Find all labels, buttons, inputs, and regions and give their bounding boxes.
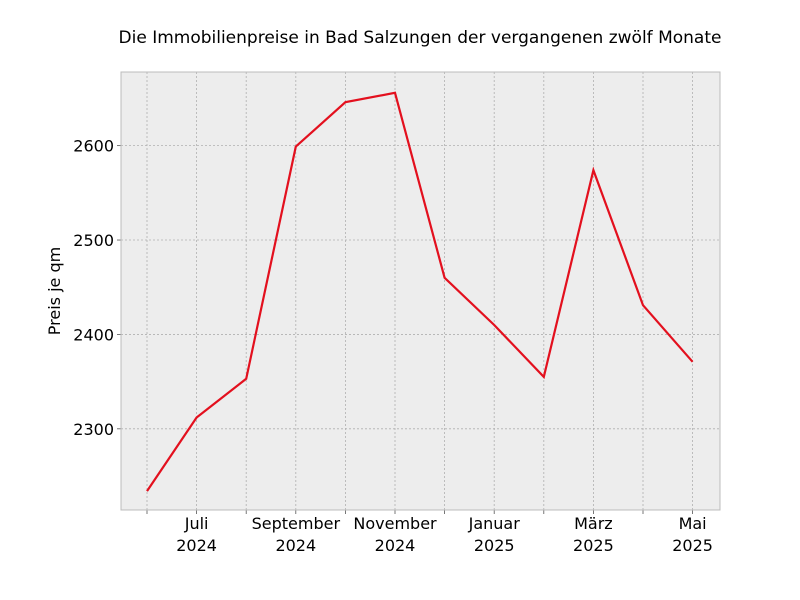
plot-frame (120, 71, 721, 511)
y-axis-label: Preis je qm (45, 247, 64, 335)
x-tick-label: März 2025 (573, 514, 614, 555)
x-tick-label: Mai 2025 (672, 514, 713, 555)
x-tick-label: November 2024 (353, 514, 437, 555)
y-tick-label: 2300 (73, 420, 114, 439)
x-tick-label: Juli 2024 (176, 514, 217, 555)
y-tick-label: 2500 (73, 231, 114, 250)
y-tick-label: 2400 (73, 325, 114, 344)
chart-title: Die Immobilienpreise in Bad Salzungen de… (119, 28, 722, 48)
x-tick-label: Januar 2025 (468, 514, 521, 555)
price-series-line (146, 91, 694, 492)
plot-area (121, 72, 720, 510)
ticks: 2300 2400 2500 2600 Juli 2024 September 2024 Nov… (73, 137, 713, 555)
grid (121, 72, 720, 510)
y-tick-label: 2600 (73, 137, 114, 156)
x-tick-label: September 2024 (252, 514, 341, 555)
